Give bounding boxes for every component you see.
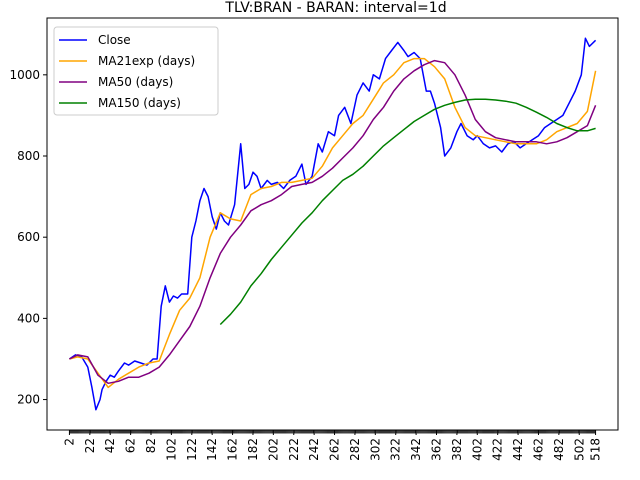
x-tick-label: 382	[450, 438, 464, 461]
x-tick-label: 122	[185, 438, 199, 461]
y-axis: 200 400 600 800 1000	[9, 68, 47, 407]
x-tick-label: 518	[589, 438, 603, 461]
y-tick-label: 400	[17, 311, 40, 325]
legend-label: Close	[98, 33, 131, 47]
legend: Close MA21exp (days) MA50 (days) MA150 (day…	[53, 26, 219, 116]
series-line-4	[219, 98, 596, 326]
series-line-3	[69, 59, 597, 385]
legend-box	[53, 26, 219, 116]
x-axis: 2 22 42 62 82 102 122 142 162 182 202 222 242 262 282 3…	[62, 430, 603, 461]
legend-label: MA21exp (days)	[98, 54, 195, 68]
y-tick-label: 600	[17, 230, 40, 244]
x-tick-label: 102	[164, 438, 178, 461]
x-tick-label: 42	[103, 438, 117, 453]
x-tick-label: 22	[83, 438, 97, 453]
series-line-1	[68, 37, 597, 411]
x-tick-label: 422	[491, 438, 505, 461]
legend-label: MA150 (days)	[98, 96, 181, 110]
x-tick-label: 242	[307, 438, 321, 461]
x-tick-label: 402	[470, 438, 484, 461]
x-tick-label: 362	[430, 438, 444, 461]
x-tick-label: 222	[287, 438, 301, 461]
y-tick-label: 800	[17, 149, 40, 163]
x-tick-label: 302	[368, 438, 382, 461]
y-tick-label: 200	[17, 393, 40, 407]
x-tick-label: 442	[511, 438, 525, 461]
x-tick-label: 202	[266, 438, 280, 461]
x-tick-label: 482	[552, 438, 566, 461]
y-tick-label: 1000	[9, 68, 40, 82]
x-tick-label: 262	[328, 438, 342, 461]
x-tick-label: 342	[409, 438, 423, 461]
series-layer	[68, 37, 597, 411]
series-line-2	[69, 57, 597, 389]
x-tick-label: 182	[246, 438, 260, 461]
x-tick-label: 2	[62, 438, 76, 446]
x-tick-label: 322	[389, 438, 403, 461]
chart-title: TLV:BRAN - BARAN: interval=1d	[224, 0, 446, 16]
x-tick-label: 82	[144, 438, 158, 453]
x-tick-label: 62	[124, 438, 138, 453]
legend-label: MA50 (days)	[98, 75, 173, 89]
x-tick-label: 502	[572, 438, 586, 461]
x-tick-label: 142	[205, 438, 219, 461]
x-tick-label: 462	[531, 438, 545, 461]
x-tick-label: 162	[226, 438, 240, 461]
x-tick-label: 282	[348, 438, 362, 461]
